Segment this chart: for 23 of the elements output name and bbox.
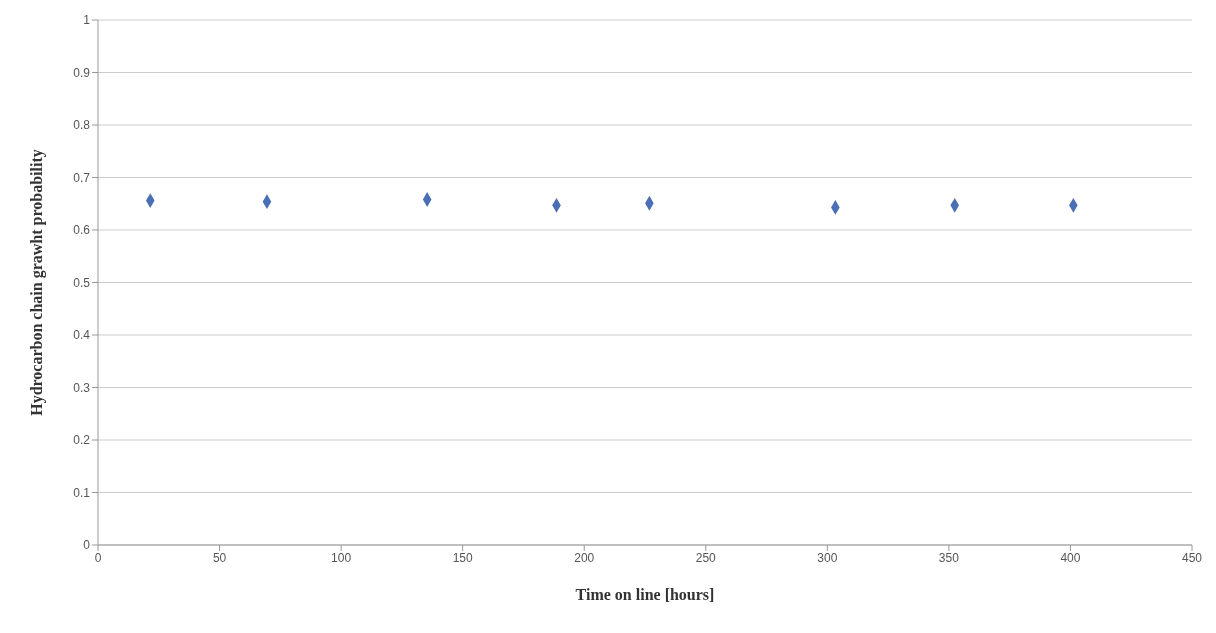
x-tick-label: 250 <box>695 550 717 565</box>
y-tick-label: 0.4 <box>73 328 91 343</box>
x-tick-label: 150 <box>452 550 473 565</box>
x-axis-title: Time on line [hours] <box>575 586 715 603</box>
y-tick-label: 0.5 <box>73 275 91 290</box>
x-tick-label: 100 <box>331 550 352 565</box>
y-axis-title: Hydrocarbon chain grawht probability <box>27 149 46 416</box>
y-tick-label: 0 <box>83 538 91 553</box>
x-tick-label: 350 <box>938 550 960 565</box>
y-tick-label: 0.6 <box>73 223 91 238</box>
y-tick-label: 0.3 <box>73 380 91 395</box>
y-tick-label: 0.1 <box>73 485 91 500</box>
y-tick-label: 0.7 <box>73 170 91 185</box>
x-tick-label: 50 <box>212 550 227 565</box>
y-tick-label: 1 <box>83 13 91 28</box>
x-tick-label: 300 <box>817 550 838 565</box>
y-tick-label: 0.2 <box>73 433 91 448</box>
y-tick-label: 0.9 <box>73 65 91 80</box>
y-tick-label: 0.8 <box>73 118 91 133</box>
x-tick-label: 400 <box>1060 550 1081 565</box>
x-tick-label: 450 <box>1181 550 1203 565</box>
x-tick-label: 0 <box>94 550 102 565</box>
x-tick-label: 200 <box>574 550 595 565</box>
